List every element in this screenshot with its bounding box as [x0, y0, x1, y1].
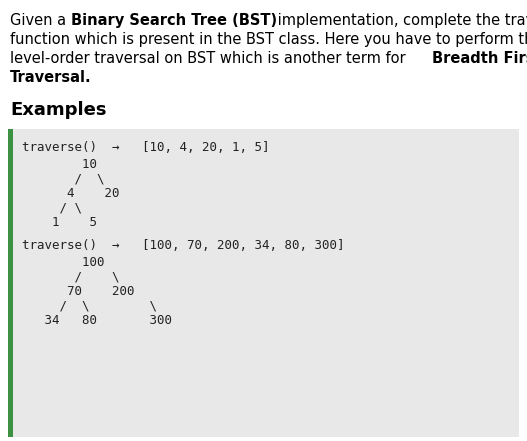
Text: / \: / \ [22, 201, 82, 214]
Text: Binary Search Tree (BST): Binary Search Tree (BST) [72, 13, 278, 28]
Text: Given a: Given a [10, 13, 71, 28]
Text: level-order traversal on BST which is another term for: level-order traversal on BST which is an… [10, 51, 410, 66]
Text: 10: 10 [22, 158, 97, 171]
Text: traverse()  →   [100, 70, 200, 34, 80, 300]: traverse() → [100, 70, 200, 34, 80, 300] [22, 239, 345, 252]
Text: /  \        \: / \ \ [22, 299, 157, 312]
Text: implementation, complete the traverse: implementation, complete the traverse [272, 13, 527, 28]
Text: traverse()  →   [10, 4, 20, 1, 5]: traverse() → [10, 4, 20, 1, 5] [22, 141, 269, 154]
Text: 70    200: 70 200 [22, 284, 134, 298]
Text: /  \: / \ [22, 172, 104, 185]
Bar [8, 129, 13, 437]
Bar [8, 129, 519, 437]
Text: 4    20: 4 20 [22, 187, 120, 200]
Text: function which is present in the BST class. Here you have to perform the: function which is present in the BST cla… [10, 32, 527, 47]
Text: Breadth First: Breadth First [433, 51, 527, 66]
Text: Examples: Examples [10, 101, 106, 119]
Text: 1    5: 1 5 [22, 216, 97, 229]
Text: 100: 100 [22, 255, 104, 269]
Text: Traversal.: Traversal. [10, 70, 92, 85]
Text: 34   80       300: 34 80 300 [22, 314, 172, 326]
Text: /    \: / \ [22, 270, 120, 283]
